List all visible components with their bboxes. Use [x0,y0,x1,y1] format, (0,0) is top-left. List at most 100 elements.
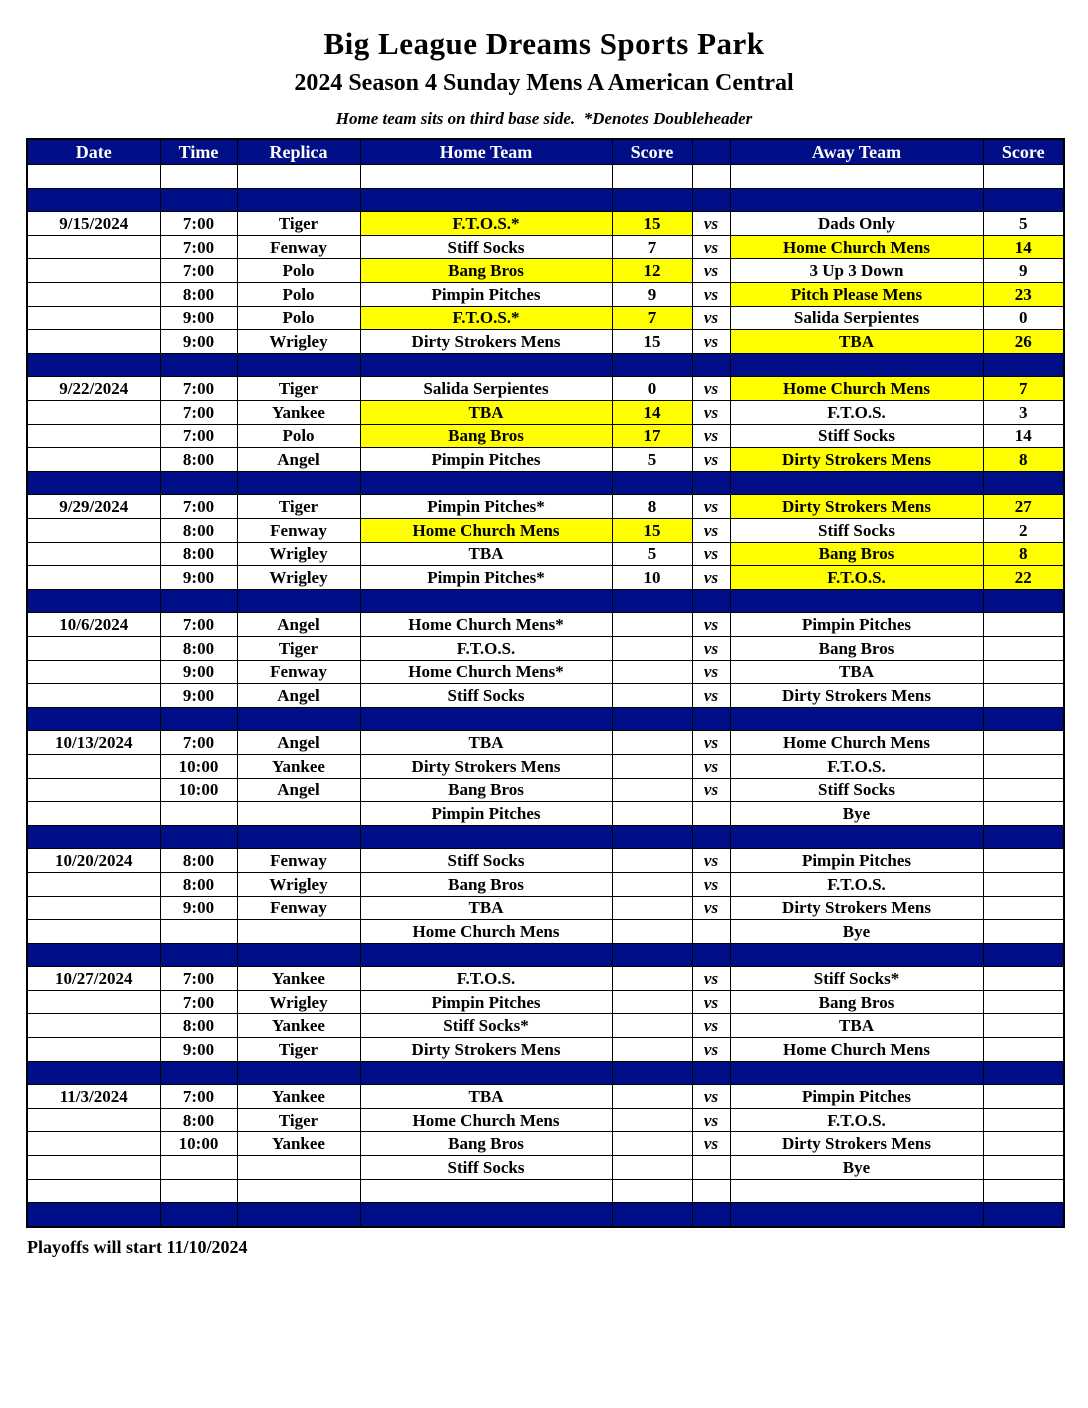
away-team-cell [729,588,984,614]
away-score-cell [982,730,1065,755]
date-cell [26,919,161,944]
home-team-cell [359,187,613,213]
home-team-cell: Bang Bros [359,1131,613,1157]
away-score-cell: 22 [982,565,1065,590]
away-score-cell: 14 [982,423,1065,449]
time-cell: 8:00 [159,518,238,543]
date-cell [26,1178,161,1204]
vs-cell [691,187,731,213]
date-cell [26,588,161,614]
home-team-cell: Home Church Mens* [359,612,613,637]
away-team-cell: Dirty Strokers Mens [729,447,984,472]
replica-cell: Polo [236,305,361,331]
time-cell [159,1060,238,1086]
away-score-cell [982,871,1065,897]
away-score-cell [982,1178,1065,1204]
vs-cell [691,1060,731,1086]
blank-row [26,164,1065,189]
home-team-cell [359,470,613,496]
time-cell: 7:00 [159,258,238,284]
home-team-cell: F.T.O.S. [359,966,613,991]
away-score-cell [982,659,1065,685]
away-team-cell: Bye [729,1155,984,1180]
date-cell [26,1060,161,1086]
time-cell [159,164,238,189]
home-score-cell [611,919,693,944]
time-cell: 9:00 [159,305,238,331]
away-team-cell [729,824,984,850]
away-team-cell: F.T.O.S. [729,565,984,590]
away-score-cell [982,706,1065,732]
vs-cell [691,470,731,496]
home-score-cell: 10 [611,565,693,590]
home-team-cell [359,1202,613,1228]
home-team-cell: Bang Bros [359,871,613,897]
game-row: 9:00 Wrigley Dirty Strokers Mens 15 vs TBA 26 [26,329,1065,354]
away-team-cell [729,352,984,378]
date-cell [26,352,161,378]
date-cell [26,329,161,354]
replica-cell: Polo [236,423,361,449]
vs-cell [691,1202,731,1228]
home-score-cell: 8 [611,494,693,519]
time-cell: 7:00 [159,400,238,425]
home-score-cell: 15 [611,329,693,354]
replica-cell [236,1178,361,1204]
date-cell [26,1013,161,1039]
away-score-cell [982,777,1065,803]
time-cell: 8:00 [159,1013,238,1039]
time-cell [159,1155,238,1180]
date-cell [26,400,161,425]
vs-cell: vs [691,211,731,236]
time-cell: 7:00 [159,376,238,402]
away-team-cell: Pimpin Pitches [729,1084,984,1109]
blank-row [26,1178,1065,1204]
game-row: 7:00 Fenway Stiff Socks 7 vs Home Church Mens… [26,234,1065,260]
home-score-cell [611,989,693,1015]
away-score-cell [982,470,1065,496]
time-cell: 7:00 [159,211,238,236]
home-team-cell [359,1060,613,1086]
replica-cell: Fenway [236,518,361,543]
away-score-cell: 5 [982,211,1065,236]
replica-cell: Wrigley [236,565,361,590]
away-score-cell: 27 [982,494,1065,519]
vs-cell: vs [691,447,731,472]
away-score-cell [982,352,1065,378]
home-score-cell [611,1107,693,1133]
replica-cell: Yankee [236,1084,361,1109]
away-team-cell: F.T.O.S. [729,753,984,779]
replica-cell: Wrigley [236,541,361,567]
home-score-cell [611,824,693,850]
away-team-cell [729,187,984,213]
away-team-cell: Bang Bros [729,989,984,1015]
date-cell [26,824,161,850]
home-score-cell [611,777,693,803]
away-score-cell [982,635,1065,661]
game-row: 9:00 Fenway TBA vs Dirty Strokers Mens [26,895,1065,921]
separator-row [26,470,1065,496]
time-cell: 7:00 [159,989,238,1015]
vs-cell [691,801,731,826]
vs-cell: vs [691,400,731,425]
vs-cell: vs [691,612,731,637]
vs-cell: vs [691,423,731,449]
home-score-cell: 0 [611,376,693,402]
away-team-cell: Bye [729,801,984,826]
home-team-cell [359,706,613,732]
away-score-cell [982,942,1065,968]
home-team-cell: Stiff Socks* [359,1013,613,1039]
page-title: Big League Dreams Sports Park [323,26,765,61]
game-row: 10/6/2024 7:00 Angel Home Church Mens* vs Pim… [26,612,1065,637]
home-team-cell: Pimpin Pitches* [359,565,613,590]
time-cell: 8:00 [159,447,238,472]
vs-cell: vs [691,258,731,284]
time-cell: 8:00 [159,635,238,661]
vs-cell: vs [691,753,731,779]
away-team-cell: TBA [729,659,984,685]
game-row: 8:00 Wrigley TBA 5 vs Bang Bros 8 [26,541,1065,567]
vs-cell [691,1155,731,1180]
game-row: 7:00 Polo Bang Bros 12 vs 3 Up 3 Down 9 [26,258,1065,284]
date-cell [26,423,161,449]
separator-row [26,824,1065,850]
